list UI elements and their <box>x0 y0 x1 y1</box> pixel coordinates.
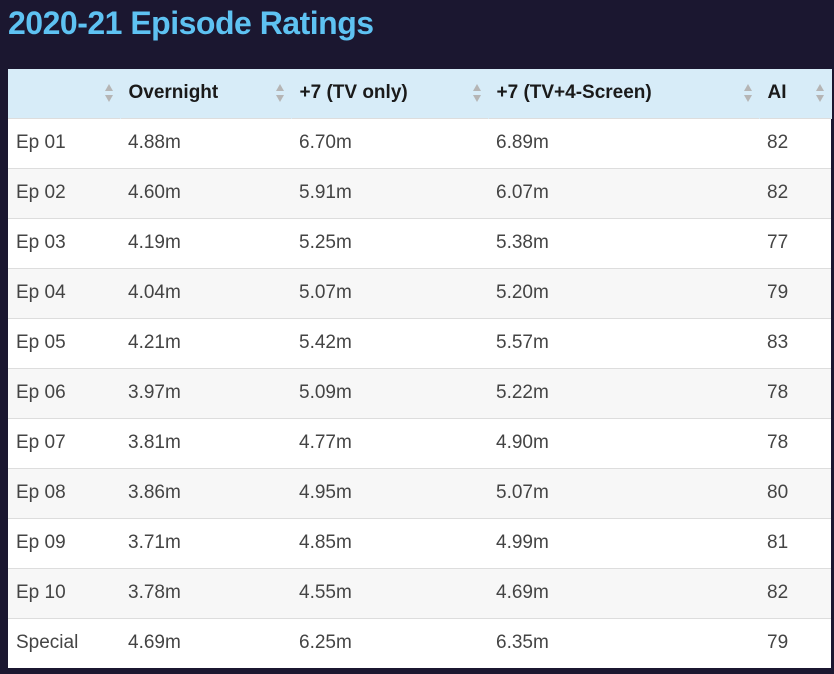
sort-icon[interactable] <box>275 82 285 104</box>
overnight-cell: 3.86m <box>128 482 181 503</box>
overnight-cell: 4.60m <box>128 182 181 203</box>
episode-cell: Ep 02 <box>16 182 66 203</box>
tv-4-screen-cell: 4.90m <box>496 432 549 453</box>
ai-cell: 77 <box>767 232 789 253</box>
tv-only-cell: 4.55m <box>299 582 352 603</box>
ai-cell: 80 <box>767 482 789 503</box>
tv-4-screen-cell: 6.89m <box>496 132 549 153</box>
table-row: Ep 01 4.88m 6.70m 6.89m 82 <box>8 118 831 168</box>
table-row: Ep 03 4.19m 5.25m 5.38m 77 <box>8 218 831 268</box>
column-header-label: +7 (TV only) <box>299 82 408 104</box>
tv-only-cell: 6.25m <box>299 632 352 654</box>
tv-only-cell: 4.85m <box>299 532 352 553</box>
sort-icon[interactable] <box>815 82 825 104</box>
sort-icon[interactable] <box>104 82 114 104</box>
column-header-tv-only[interactable]: +7 (TV only) <box>291 69 489 118</box>
table-header-row: Overnight +7 (TV only) +7 (TV+4-Screen) AI <box>8 69 832 118</box>
overnight-cell: 4.21m <box>128 332 181 353</box>
table-row: Ep 04 4.04m 5.07m 5.20m 79 <box>8 268 831 318</box>
column-header-episode[interactable] <box>8 69 121 118</box>
table-row: Ep 09 3.71m 4.85m 4.99m 81 <box>8 518 831 568</box>
table-row: Ep 08 3.86m 4.95m 5.07m 80 <box>8 468 831 518</box>
tv-4-screen-cell: 5.22m <box>496 382 549 403</box>
episode-cell: Ep 10 <box>16 582 66 603</box>
column-header-label: AI <box>767 82 787 104</box>
ai-cell: 82 <box>767 582 789 603</box>
episode-cell: Ep 03 <box>16 232 66 253</box>
tv-only-cell: 5.07m <box>299 282 352 303</box>
ratings-table-container: Overnight +7 (TV only) +7 (TV+4-Screen) AI … <box>8 69 832 668</box>
ai-cell: 79 <box>767 632 789 654</box>
overnight-cell: 3.78m <box>128 582 181 603</box>
ai-cell: 78 <box>767 432 789 453</box>
tv-4-screen-cell: 6.35m <box>496 632 549 654</box>
table-row: Ep 07 3.81m 4.77m 4.90m 78 <box>8 418 831 468</box>
episode-cell: Ep 07 <box>16 432 66 453</box>
tv-4-screen-cell: 5.38m <box>496 232 549 253</box>
tv-only-cell: 4.95m <box>299 482 352 503</box>
episode-cell: Special <box>16 632 79 654</box>
overnight-cell: 3.81m <box>128 432 181 453</box>
table-row: Ep 10 3.78m 4.55m 4.69m 82 <box>8 568 831 618</box>
tv-only-cell: 5.42m <box>299 332 352 353</box>
table-row: Special 4.69m 6.25m 6.35m 79 <box>8 618 831 668</box>
table-row: Ep 06 3.97m 5.09m 5.22m 78 <box>8 368 831 418</box>
tv-4-screen-cell: 5.20m <box>496 282 549 303</box>
tv-only-cell: 4.77m <box>299 432 352 453</box>
tv-4-screen-cell: 4.69m <box>496 582 549 603</box>
table-row: Ep 05 4.21m 5.42m 5.57m 83 <box>8 318 831 368</box>
sort-icon[interactable] <box>472 82 482 104</box>
tv-4-screen-cell: 4.99m <box>496 532 549 553</box>
column-header-tv-4-screen[interactable]: +7 (TV+4-Screen) <box>488 69 760 118</box>
column-header-overnight[interactable]: Overnight <box>120 69 292 118</box>
table-row: Ep 02 4.60m 5.91m 6.07m 82 <box>8 168 831 218</box>
tv-4-screen-cell: 5.07m <box>496 482 549 503</box>
overnight-cell: 4.19m <box>128 232 181 253</box>
sort-icon[interactable] <box>743 82 753 104</box>
tv-only-cell: 5.25m <box>299 232 352 253</box>
tv-only-cell: 5.09m <box>299 382 352 403</box>
episode-cell: Ep 05 <box>16 332 66 353</box>
ai-cell: 78 <box>767 382 789 403</box>
overnight-cell: 4.88m <box>128 132 181 153</box>
overnight-cell: 4.04m <box>128 282 181 303</box>
ai-cell: 81 <box>767 532 789 553</box>
overnight-cell: 3.71m <box>128 532 181 553</box>
page-title: 2020-21 Episode Ratings <box>8 5 374 41</box>
table-body: Ep 01 4.88m 6.70m 6.89m 82 Ep 02 4.60m 5.91m 6.0… <box>8 118 831 668</box>
column-header-ai[interactable]: AI <box>759 69 832 118</box>
episode-cell: Ep 08 <box>16 482 66 503</box>
tv-4-screen-cell: 6.07m <box>496 182 549 203</box>
tv-4-screen-cell: 5.57m <box>496 332 549 353</box>
overnight-cell: 3.97m <box>128 382 181 403</box>
ai-cell: 83 <box>767 332 789 353</box>
episode-cell: Ep 04 <box>16 282 66 303</box>
ai-cell: 82 <box>767 132 789 153</box>
column-header-label: +7 (TV+4-Screen) <box>496 82 652 104</box>
tv-only-cell: 6.70m <box>299 132 352 153</box>
ratings-table: Overnight +7 (TV only) +7 (TV+4-Screen) AI … <box>8 69 832 668</box>
tv-only-cell: 5.91m <box>299 182 352 203</box>
episode-cell: Ep 01 <box>16 132 66 153</box>
episode-cell: Ep 06 <box>16 382 66 403</box>
ai-cell: 79 <box>767 282 789 303</box>
ai-cell: 82 <box>767 182 789 203</box>
overnight-cell: 4.69m <box>128 632 181 654</box>
column-header-label: Overnight <box>128 82 219 104</box>
episode-cell: Ep 09 <box>16 532 66 553</box>
